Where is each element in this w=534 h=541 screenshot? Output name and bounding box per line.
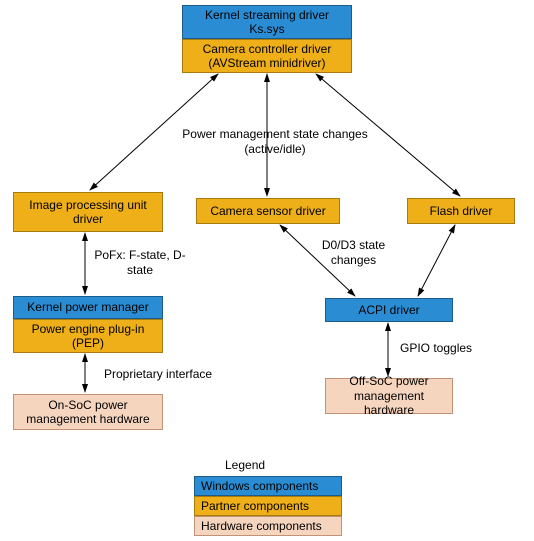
- image-processing-unit-driver-box: Image processing unit driver: [13, 192, 163, 232]
- kernel-streaming-driver-box: Kernel streaming driver Ks.sys: [182, 5, 352, 39]
- camera-sensor-driver-box: Camera sensor driver: [196, 198, 340, 224]
- gpio-toggles-label: GPIO toggles: [400, 341, 490, 356]
- d0d3-label: D0/D3 state changes: [306, 238, 401, 268]
- proprietary-interface-label: Proprietary interface: [104, 367, 234, 382]
- diagram-arrows: [0, 0, 534, 541]
- power-engine-plugin-box: Power engine plug-in (PEP): [13, 319, 163, 353]
- kernel-power-manager-box: Kernel power manager: [13, 296, 163, 319]
- on-soc-hardware-box: On-SoC power management hardware: [13, 394, 163, 430]
- legend-windows-box: Windows components: [194, 476, 342, 496]
- legend-partner-box: Partner components: [194, 496, 342, 516]
- camera-controller-driver-box: Camera controller driver (AVStream minid…: [182, 39, 352, 73]
- acpi-driver-box: ACPI driver: [325, 298, 453, 322]
- pofx-label: PoFx: F-state, D-state: [90, 248, 190, 278]
- off-soc-hardware-box: Off-SoC power management hardware: [325, 378, 453, 414]
- flash-driver-box: Flash driver: [407, 198, 515, 224]
- legend-title: Legend: [225, 458, 265, 472]
- legend-hardware-box: Hardware components: [194, 516, 342, 536]
- power-mgmt-state-changes-label: Power management state changes (active/i…: [175, 127, 375, 157]
